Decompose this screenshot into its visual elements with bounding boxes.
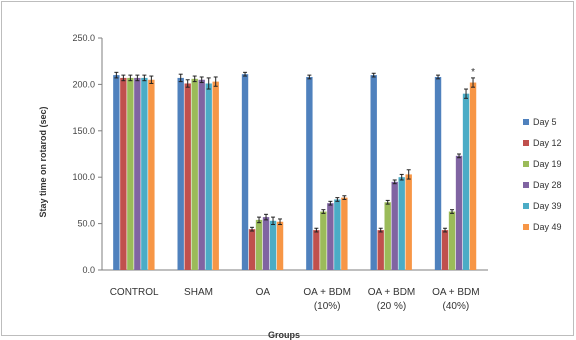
bar-day-19 <box>384 202 391 270</box>
legend-swatch <box>523 224 529 230</box>
legend-swatch <box>523 203 529 209</box>
legend-swatch <box>523 161 529 167</box>
x-category-line: OA + BDM <box>303 287 351 298</box>
legend-swatch <box>523 140 529 146</box>
bar-day-28 <box>391 181 398 270</box>
significance-marker: * <box>471 67 475 78</box>
y-tick-label: 100.0 <box>72 172 95 182</box>
x-category-label: OA + BDM (10%) <box>303 287 351 312</box>
bar-day-28 <box>327 203 334 270</box>
bar-day-49 <box>405 174 412 270</box>
bar-day-12 <box>184 83 191 270</box>
bar-day-19 <box>448 211 456 270</box>
bars <box>113 74 477 271</box>
bar-day-12 <box>248 229 256 270</box>
y-axis-title: Stay time on rotarod (sec) <box>38 106 48 217</box>
x-category-line: OA <box>256 287 271 298</box>
bar-day-5 <box>241 74 249 270</box>
y-tick-label: 150.0 <box>72 126 95 136</box>
bar-day-5 <box>434 76 442 270</box>
y-tick-labels: 0.0 50.0 100.0 150.0 200.0 250.0 <box>72 33 95 275</box>
legend-label: Day 19 <box>533 159 562 169</box>
bar-day-39 <box>334 199 341 270</box>
bar-day-49 <box>212 81 219 270</box>
x-category-line: (10%) <box>314 301 341 312</box>
bar-day-5 <box>306 76 313 270</box>
bar-day-5 <box>370 75 377 271</box>
bar-day-19 <box>255 219 263 270</box>
bar-day-19 <box>191 78 198 270</box>
bar-day-28 <box>134 77 141 271</box>
legend-label: Day 39 <box>533 201 562 211</box>
y-tick-label: 250.0 <box>72 33 95 43</box>
bar-day-49 <box>469 82 477 270</box>
y-tick-label: 50.0 <box>77 219 95 229</box>
x-category-label: OA <box>256 287 271 298</box>
x-category-label: OA + BDM (20 %) <box>368 287 416 312</box>
legend-swatch <box>523 119 529 125</box>
x-axis-title: Groups <box>268 330 300 340</box>
bar-day-39 <box>269 220 277 270</box>
bar-day-12 <box>441 230 449 270</box>
x-category-line: CONTROL <box>110 287 159 298</box>
bar-day-19 <box>320 211 327 270</box>
x-category-line: SHAM <box>184 287 213 298</box>
x-category-label: OA + BDM (40%) <box>432 287 480 312</box>
x-category-labels: CONTROL SHAM OA OA + BDM (10%) OA + BDM (20 %)… <box>110 287 480 312</box>
bar-day-49 <box>148 79 155 270</box>
bar-day-5 <box>177 77 184 271</box>
x-category-label: SHAM <box>184 287 213 298</box>
bar-day-12 <box>377 230 384 270</box>
x-category-line: (40%) <box>442 301 469 312</box>
legend-swatch <box>523 182 529 188</box>
bar-day-5 <box>113 75 120 271</box>
legend-label: Day 12 <box>533 138 562 148</box>
y-tick-label: 200.0 <box>72 79 95 89</box>
bar-day-49 <box>341 197 348 270</box>
x-category-line: OA + BDM <box>432 287 480 298</box>
bar-day-12 <box>120 77 127 271</box>
bar-day-12 <box>313 230 320 270</box>
error-bars <box>114 71 476 233</box>
bar-day-28 <box>198 79 205 270</box>
bar-day-28 <box>455 155 463 270</box>
x-category-line: (20 %) <box>377 301 406 312</box>
bar-day-19 <box>127 77 134 271</box>
bar-day-28 <box>262 217 270 270</box>
y-tick-label: 0.0 <box>82 265 95 275</box>
legend: Day 5 Day 12 Day 19 Day 28 Day 39 Day 49 <box>523 117 562 232</box>
legend-label: Day 5 <box>533 117 557 127</box>
annotations: * <box>471 67 475 78</box>
bar-day-39 <box>141 77 148 271</box>
legend-label: Day 28 <box>533 180 562 190</box>
x-category-line: OA + BDM <box>368 287 416 298</box>
axes <box>98 37 488 271</box>
bar-day-39 <box>205 83 212 270</box>
bar-day-49 <box>276 221 284 270</box>
bar-day-39 <box>398 177 405 270</box>
x-category-label: CONTROL <box>110 287 159 298</box>
bar-day-39 <box>462 93 470 271</box>
legend-label: Day 49 <box>533 222 562 232</box>
